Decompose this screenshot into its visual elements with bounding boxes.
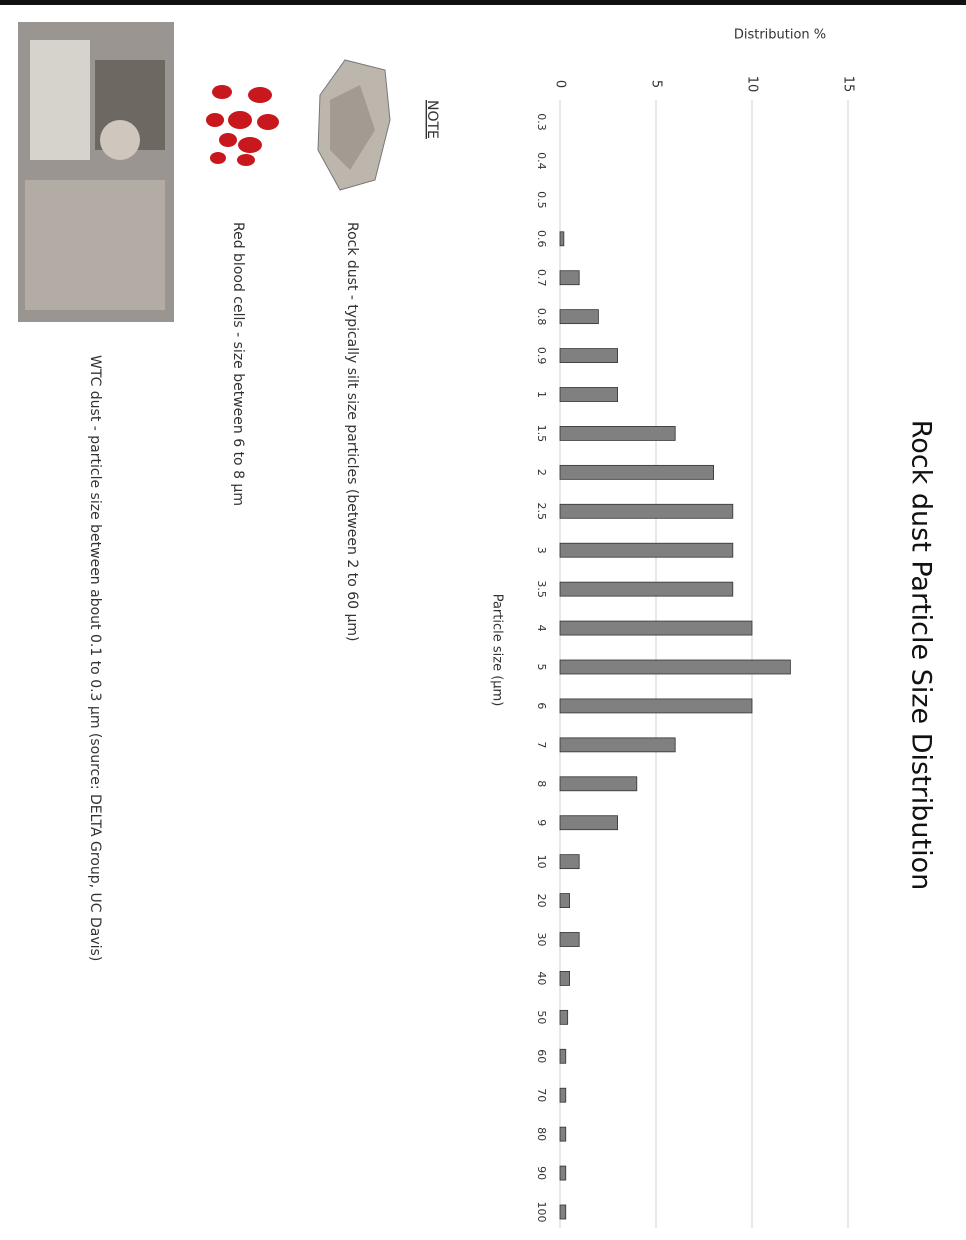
x-tick-label: 0.3 bbox=[535, 113, 548, 131]
bar bbox=[559, 737, 676, 753]
bar bbox=[559, 698, 753, 714]
bar bbox=[559, 1204, 567, 1220]
note-text: Red blood cells - size between 6 to 8 µm bbox=[230, 222, 246, 506]
x-tick-label: 10 bbox=[535, 855, 548, 869]
x-tick-label: 80 bbox=[535, 1127, 548, 1141]
x-tick-label: 7 bbox=[535, 741, 548, 748]
x-tick-label: 3.5 bbox=[535, 580, 548, 598]
x-axis-label: Particle size (µm) bbox=[490, 594, 505, 707]
x-tick-label: 0.9 bbox=[535, 347, 548, 365]
x-tick-label: 0.5 bbox=[535, 191, 548, 209]
bar bbox=[559, 231, 565, 247]
bar bbox=[559, 348, 618, 363]
y-tick-label: 10 bbox=[745, 76, 760, 93]
bar bbox=[559, 464, 715, 480]
bar bbox=[559, 1009, 569, 1025]
bar bbox=[559, 971, 571, 986]
wtc-photo bbox=[18, 22, 174, 322]
rock-image bbox=[317, 59, 391, 191]
bar bbox=[559, 1126, 567, 1142]
bar bbox=[559, 1165, 567, 1181]
x-tick-label: 30 bbox=[535, 933, 548, 947]
y-axis-label: Distribution % bbox=[734, 28, 826, 43]
top-rule bbox=[0, 0, 966, 5]
bar bbox=[559, 503, 734, 519]
x-tick-label: 0.6 bbox=[535, 230, 548, 248]
chart-title: Rock dust Particle Size Distribution bbox=[906, 420, 937, 890]
bar bbox=[559, 854, 580, 870]
bar bbox=[559, 581, 734, 597]
bar bbox=[559, 426, 676, 441]
x-tick-label: 50 bbox=[535, 1010, 548, 1024]
x-tick-label: 100 bbox=[535, 1202, 548, 1223]
note-text: WTC dust - particle size between about 0… bbox=[87, 355, 103, 961]
bar bbox=[559, 270, 580, 286]
x-tick-label: 2.5 bbox=[535, 503, 548, 521]
bar bbox=[559, 387, 618, 402]
y-tick-label: 0 bbox=[553, 80, 568, 88]
x-tick-label: 90 bbox=[535, 1166, 548, 1180]
blood-cells-image bbox=[206, 85, 279, 166]
x-tick-label: 5 bbox=[535, 664, 548, 671]
x-tick-label: 8 bbox=[535, 780, 548, 787]
bar bbox=[559, 1087, 567, 1103]
x-tick-label: 60 bbox=[535, 1049, 548, 1063]
note-text: Rock dust - typically silt size particle… bbox=[344, 222, 360, 642]
bar bbox=[559, 620, 753, 636]
x-tick-label: 0.7 bbox=[535, 269, 548, 287]
x-tick-label: 1 bbox=[535, 391, 548, 398]
x-tick-label: 20 bbox=[535, 894, 548, 908]
y-tick-label: 15 bbox=[841, 76, 856, 93]
bar bbox=[559, 659, 791, 675]
x-tick-label: 40 bbox=[535, 971, 548, 985]
x-tick-label: 70 bbox=[535, 1088, 548, 1102]
x-tick-label: 0.4 bbox=[535, 152, 548, 170]
x-tick-label: 0.8 bbox=[535, 308, 548, 326]
x-tick-label: 9 bbox=[535, 819, 548, 826]
x-tick-label: 4 bbox=[535, 625, 548, 632]
x-tick-label: 2 bbox=[535, 469, 548, 476]
note-heading: NOTE bbox=[424, 100, 440, 139]
bar bbox=[559, 542, 734, 558]
bar bbox=[559, 893, 571, 908]
bar bbox=[559, 932, 580, 947]
y-tick-label: 5 bbox=[649, 80, 664, 88]
bar bbox=[559, 776, 638, 792]
bar bbox=[559, 1048, 567, 1064]
bar bbox=[559, 309, 599, 325]
x-tick-label: 6 bbox=[535, 702, 548, 709]
x-tick-label: 1.5 bbox=[535, 425, 548, 443]
bar bbox=[559, 815, 618, 831]
x-tick-label: 3 bbox=[535, 547, 548, 554]
